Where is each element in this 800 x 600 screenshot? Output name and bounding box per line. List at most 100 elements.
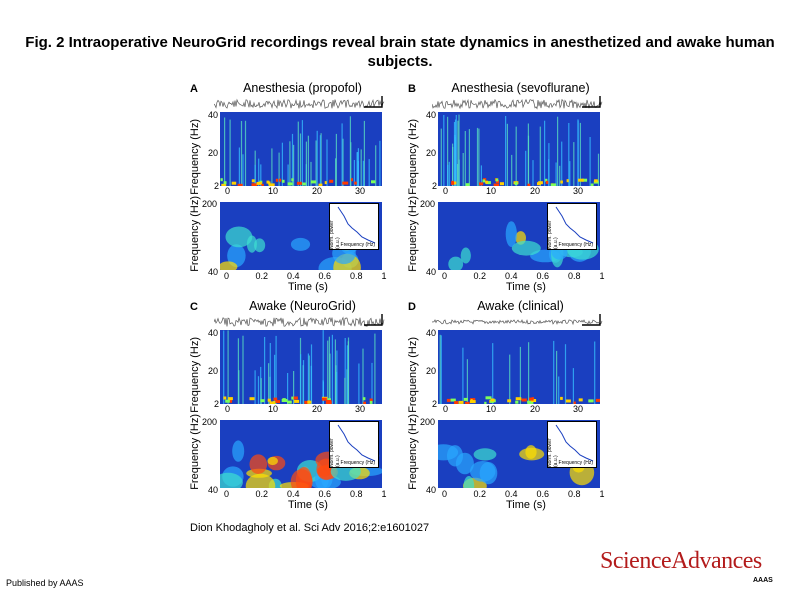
raw-trace — [214, 96, 385, 110]
x-tick-label: 0 — [442, 489, 448, 499]
x-axis-label: Time (s) — [288, 281, 328, 293]
y-axis-label: Frequency (Hz) — [189, 119, 201, 195]
x-tick-label: 0 — [224, 489, 230, 499]
y-axis-label: Frequency (Hz) — [407, 119, 419, 195]
x-tick-label: 0.6 — [318, 271, 332, 281]
y-tick-label: 40 — [426, 110, 437, 120]
inset-y-label: Norm. power (a.u.) — [329, 438, 341, 467]
x-tick-label: 0.2 — [255, 489, 269, 499]
figure-title: Fig. 2 Intraoperative NeuroGrid recordin… — [25, 34, 775, 70]
spectrogram-low-freq — [220, 112, 382, 186]
x-tick-label: 10 — [268, 186, 279, 196]
panel-d: D Awake (clinical) Norm. power (a.u.) Frequ… — [407, 299, 608, 517]
x-tick-label: 0 — [443, 404, 449, 414]
x-tick-label: 10 — [268, 404, 279, 414]
y-tick-label: 200 — [202, 417, 218, 427]
x-tick-label: 1 — [381, 271, 387, 281]
spectrogram-high-freq: Norm. power (a.u.) Frequency (Hz) — [220, 420, 382, 488]
y-tick-label: 200 — [420, 199, 436, 209]
x-tick-label: 0.4 — [505, 271, 518, 281]
aaas-logo: AAAS — [753, 577, 773, 584]
y-tick-label: 200 — [420, 417, 436, 427]
inset-y-label: Norm. power (a.u.) — [329, 220, 341, 249]
x-tick-label: 0.6 — [536, 271, 550, 281]
panel-title: Anesthesia (sevoflurane) — [451, 81, 590, 95]
x-tick-label: 0 — [224, 271, 230, 281]
x-axis-label: Time (s) — [506, 499, 546, 511]
y-tick-label: 2 — [432, 399, 438, 409]
journal-logo: ScienceAdvances — [600, 548, 762, 574]
inset-x-label: Frequency (Hz) — [558, 242, 593, 248]
x-tick-label: 10 — [486, 186, 497, 196]
inset-y-label: Norm. power (a.u.) — [547, 438, 559, 467]
y-tick-label: 2 — [432, 181, 438, 191]
x-axis-label: Time (s) — [288, 499, 328, 511]
y-axis-label: Frequency (Hz) — [189, 337, 201, 413]
y-tick-label: 2 — [214, 181, 220, 191]
y-tick-label: 40 — [208, 328, 219, 338]
x-tick-label: 20 — [312, 186, 323, 196]
x-tick-label: 30 — [355, 186, 366, 196]
x-tick-label: 0.8 — [568, 271, 581, 281]
y-tick-label: 40 — [208, 110, 219, 120]
panel-b: B Anesthesia (sevoflurane) Norm. power (a.… — [407, 81, 608, 299]
x-tick-label: 0.4 — [287, 271, 300, 281]
x-tick-label: 0.4 — [505, 489, 518, 499]
x-tick-label: 0.8 — [350, 489, 363, 499]
x-tick-label: 1 — [599, 489, 605, 499]
x-tick-label: 30 — [355, 404, 366, 414]
x-tick-label: 0 — [225, 404, 231, 414]
x-tick-label: 0 — [225, 186, 231, 196]
x-tick-label: 0.8 — [350, 271, 363, 281]
x-tick-label: 20 — [530, 186, 541, 196]
y-tick-label: 40 — [208, 485, 219, 495]
x-tick-label: 20 — [312, 404, 323, 414]
y-tick-label: 2 — [214, 399, 220, 409]
panel-label: B — [408, 83, 416, 95]
x-tick-label: 30 — [573, 186, 584, 196]
panel-title: Awake (NeuroGrid) — [249, 299, 356, 313]
x-tick-label: 0.2 — [255, 271, 269, 281]
x-tick-label: 0 — [442, 271, 448, 281]
x-tick-label: 0 — [443, 186, 449, 196]
power-spectrum-inset: Norm. power (a.u.) Frequency (Hz) — [329, 203, 379, 250]
spectrogram-high-freq: Norm. power (a.u.) Frequency (Hz) — [438, 202, 600, 270]
y-axis-label: Frequency (Hz) — [189, 196, 201, 272]
spectrogram-high-freq: Norm. power (a.u.) Frequency (Hz) — [220, 202, 382, 270]
x-tick-label: 20 — [530, 404, 541, 414]
spectrogram-low-freq — [438, 112, 600, 186]
panel-a: A Anesthesia (propofol) Norm. power (a.u.)… — [189, 81, 390, 299]
raw-trace — [214, 314, 385, 327]
published-by: Published by AAAS — [6, 578, 84, 588]
spectrogram-low-freq — [438, 330, 600, 404]
y-tick-label: 40 — [426, 267, 437, 277]
x-tick-label: 1 — [599, 271, 605, 281]
y-tick-label: 40 — [426, 485, 437, 495]
panel-label: A — [190, 83, 198, 95]
y-axis-label: Frequency (Hz) — [407, 196, 419, 272]
power-spectrum-inset: Norm. power (a.u.) Frequency (Hz) — [547, 203, 597, 250]
y-tick-label: 40 — [426, 328, 437, 338]
inset-x-label: Frequency (Hz) — [340, 242, 375, 248]
inset-x-label: Frequency (Hz) — [558, 460, 593, 466]
panel-title: Anesthesia (propofol) — [243, 81, 362, 95]
x-tick-label: 30 — [573, 404, 584, 414]
inset-y-label: Norm. power (a.u.) — [547, 220, 559, 249]
x-tick-label: 0.2 — [473, 489, 487, 499]
y-tick-label: 20 — [208, 366, 219, 376]
y-tick-label: 200 — [202, 199, 218, 209]
x-tick-label: 0.2 — [473, 271, 487, 281]
raw-trace — [432, 96, 603, 110]
panel-label: D — [408, 301, 416, 313]
x-tick-label: 0.4 — [287, 489, 300, 499]
spectrogram-low-freq — [220, 330, 382, 404]
inset-x-label: Frequency (Hz) — [340, 460, 375, 466]
x-tick-label: 1 — [381, 489, 387, 499]
y-axis-label: Frequency (Hz) — [407, 414, 419, 490]
spectrogram-high-freq: Norm. power (a.u.) Frequency (Hz) — [438, 420, 600, 488]
x-tick-label: 0.8 — [568, 489, 581, 499]
y-tick-label: 20 — [426, 148, 437, 158]
panel-c: C Awake (NeuroGrid) Norm. power (a.u.) Freq… — [189, 299, 390, 517]
x-tick-label: 0.6 — [318, 489, 332, 499]
power-spectrum-inset: Norm. power (a.u.) Frequency (Hz) — [547, 421, 597, 468]
